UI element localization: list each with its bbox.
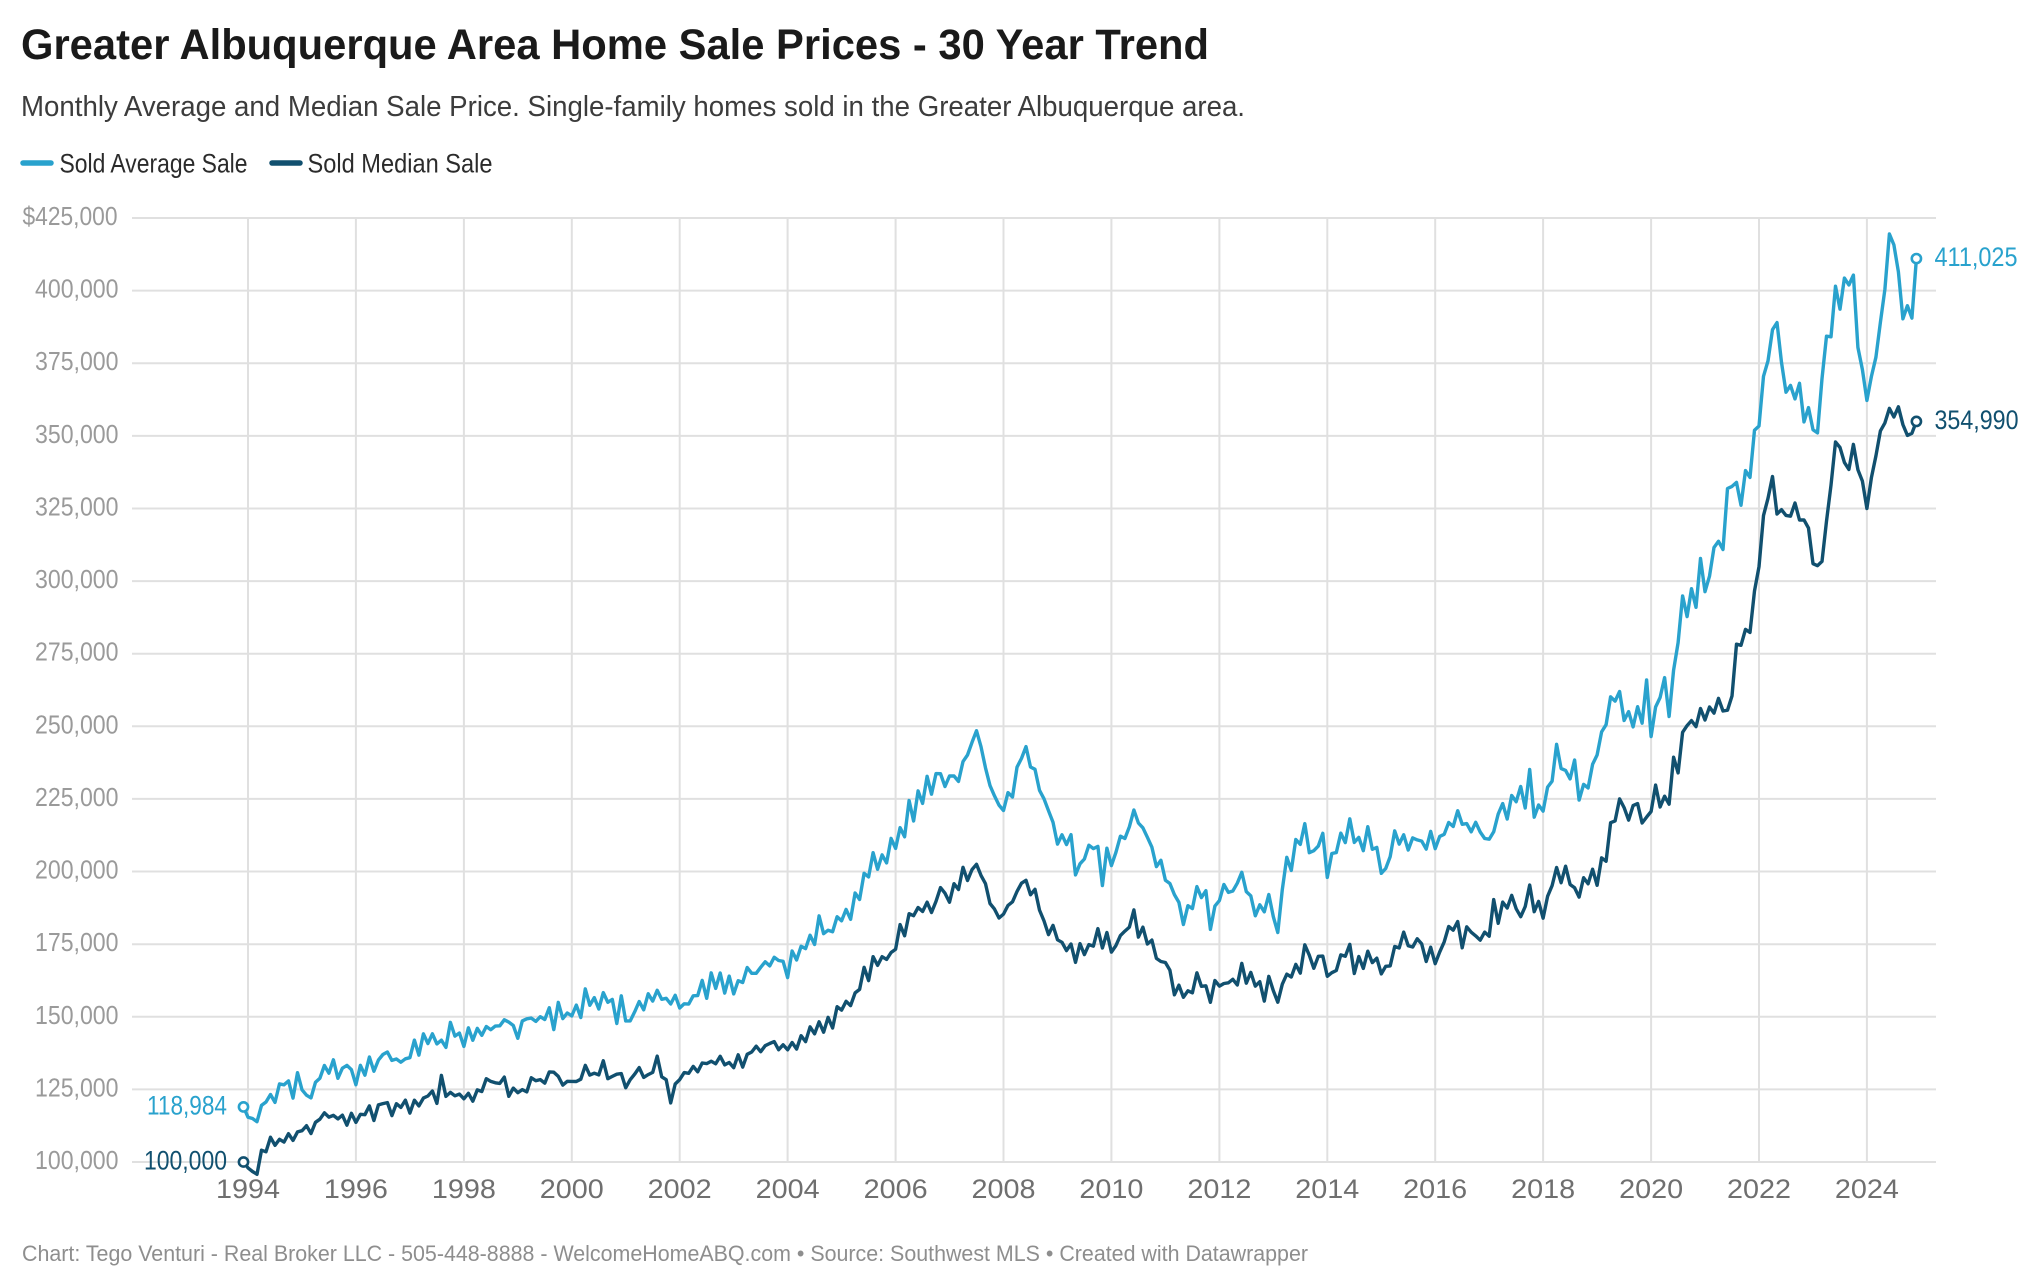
- svg-text:2016: 2016: [1403, 1174, 1467, 1204]
- svg-text:2014: 2014: [1295, 1174, 1359, 1204]
- svg-text:225,000: 225,000: [35, 784, 119, 812]
- svg-text:411,025: 411,025: [1935, 242, 2018, 272]
- svg-text:400,000: 400,000: [35, 276, 119, 304]
- svg-text:250,000: 250,000: [35, 711, 119, 739]
- svg-text:200,000: 200,000: [35, 857, 119, 885]
- svg-text:2024: 2024: [1835, 1174, 1899, 1204]
- svg-text:2018: 2018: [1511, 1174, 1575, 1204]
- svg-text:2010: 2010: [1079, 1174, 1143, 1204]
- svg-text:275,000: 275,000: [35, 639, 119, 667]
- svg-text:Greater Albuquerque Area Home: Greater Albuquerque Area Home Sale Price…: [21, 21, 1209, 69]
- svg-text:150,000: 150,000: [35, 1002, 119, 1030]
- svg-text:Sold Median Sale: Sold Median Sale: [308, 149, 493, 179]
- svg-text:300,000: 300,000: [35, 566, 119, 594]
- svg-text:375,000: 375,000: [35, 348, 119, 376]
- svg-text:2006: 2006: [864, 1174, 928, 1204]
- svg-text:2002: 2002: [648, 1174, 712, 1204]
- svg-text:125,000: 125,000: [35, 1074, 119, 1102]
- svg-text:118,984: 118,984: [147, 1090, 227, 1120]
- svg-text:350,000: 350,000: [35, 421, 119, 449]
- svg-text:Sold Average Sale: Sold Average Sale: [60, 149, 248, 179]
- svg-text:2012: 2012: [1187, 1174, 1251, 1204]
- svg-text:354,990: 354,990: [1935, 405, 2019, 435]
- svg-text:1994: 1994: [216, 1174, 280, 1204]
- svg-text:100,000: 100,000: [144, 1146, 227, 1176]
- svg-text:$425,000: $425,000: [23, 203, 118, 231]
- svg-text:2008: 2008: [972, 1174, 1036, 1204]
- svg-text:2020: 2020: [1619, 1174, 1683, 1204]
- svg-text:1996: 1996: [324, 1174, 388, 1204]
- svg-text:Chart: Tego Venturi - Real Bro: Chart: Tego Venturi - Real Broker LLC - …: [22, 1241, 1308, 1266]
- svg-text:100,000: 100,000: [35, 1147, 119, 1175]
- svg-text:2022: 2022: [1727, 1174, 1791, 1204]
- svg-text:Monthly Average and Median Sal: Monthly Average and Median Sale Price. S…: [21, 91, 1245, 123]
- svg-text:325,000: 325,000: [35, 494, 119, 522]
- svg-text:175,000: 175,000: [35, 929, 119, 957]
- svg-text:1998: 1998: [432, 1174, 496, 1204]
- svg-text:2000: 2000: [540, 1174, 604, 1204]
- svg-text:2004: 2004: [756, 1174, 820, 1204]
